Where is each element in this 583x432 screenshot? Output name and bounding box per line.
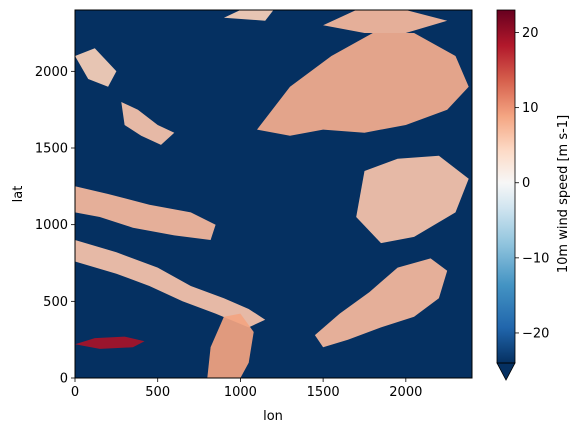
heatmap-region-arctic-top-left bbox=[223, 10, 274, 21]
heatmap-region-north-west-patch bbox=[121, 102, 175, 145]
heatmap-region-mid-atlantic-band bbox=[356, 155, 469, 244]
heatmap-region-south-west-strong bbox=[75, 336, 145, 349]
x-tick-label: 0 bbox=[71, 385, 79, 400]
colorbar-tick-label: 20 bbox=[522, 26, 539, 41]
colorbar-extend-min-triangle bbox=[496, 362, 516, 381]
y-tick-label: 500 bbox=[43, 295, 68, 310]
colorbar: −20 −10 0 10 20 10m wind speed [m s-1] bbox=[496, 9, 571, 381]
x-tick-label: 1000 bbox=[224, 385, 257, 400]
colorbar-tick-label: −20 bbox=[522, 326, 549, 341]
plot-area bbox=[74, 9, 473, 379]
heatmap-region-south-east-patch bbox=[314, 258, 448, 348]
heatmap-region-north-atlantic-upper bbox=[257, 33, 469, 136]
colorbar-gradient bbox=[497, 10, 515, 363]
y-tick-label: 2000 bbox=[35, 65, 68, 80]
y-tick-label: 1500 bbox=[35, 142, 68, 157]
x-tick-label: 500 bbox=[145, 385, 170, 400]
y-axis-label: lat bbox=[11, 186, 26, 203]
y-axis: 0 500 1000 1500 2000 bbox=[35, 65, 75, 387]
colorbar-tick-label: 10 bbox=[522, 101, 539, 116]
plot-frame bbox=[74, 9, 473, 379]
colorbar-tick-label: −10 bbox=[522, 251, 549, 266]
colorbar-frame bbox=[496, 9, 516, 364]
heatmap-region-north-atlantic-top bbox=[323, 10, 448, 33]
x-tick-label: 2000 bbox=[389, 385, 422, 400]
x-tick-label: 1500 bbox=[307, 385, 340, 400]
y-tick-label: 1000 bbox=[35, 218, 68, 233]
heatmap-region-west-band-lower bbox=[75, 240, 266, 328]
colorbar-ticks: −20 −10 0 10 20 bbox=[515, 26, 549, 341]
heatmap-region-north-left-streak bbox=[75, 48, 117, 87]
colorbar-label: 10m wind speed [m s-1] bbox=[556, 115, 571, 273]
heatmap-region-west-band-upper bbox=[75, 186, 216, 240]
x-axis-label: lon bbox=[263, 409, 283, 424]
y-tick-label: 0 bbox=[60, 372, 68, 387]
colorbar-tick-label: 0 bbox=[522, 176, 530, 191]
heatmap-regions bbox=[75, 10, 469, 378]
x-axis: 0 500 1000 1500 2000 bbox=[71, 378, 422, 400]
heatmap-region-south-center-patch bbox=[207, 313, 254, 378]
